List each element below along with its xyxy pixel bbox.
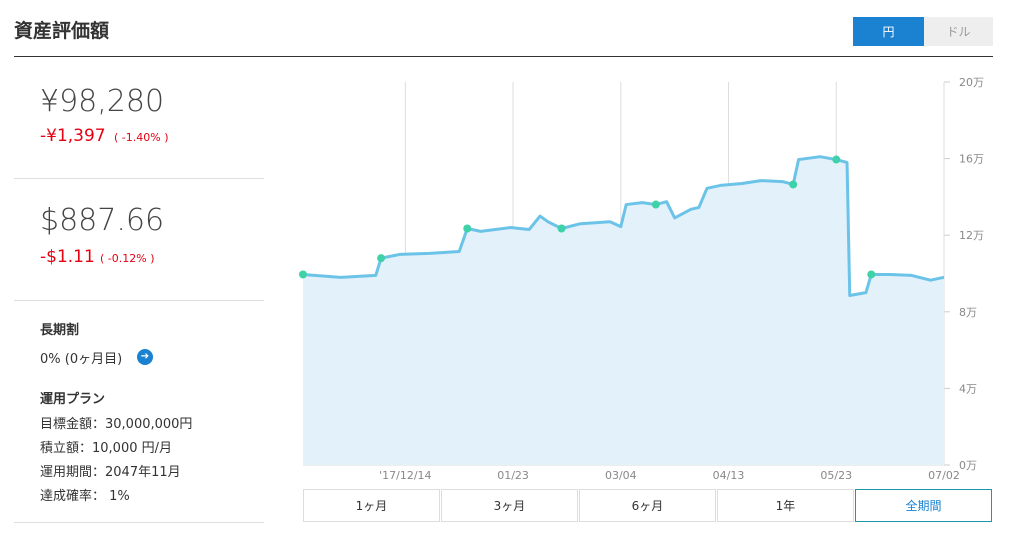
range-button[interactable]: 1年 — [717, 489, 854, 522]
usd-percent: ( -0.12% ) — [100, 252, 155, 265]
x-tick-label: 01/23 — [497, 469, 529, 482]
marker — [377, 254, 386, 263]
yen-percent: ( -1.40% ) — [114, 131, 169, 144]
y-tick-label: 12万 — [959, 229, 984, 242]
marker — [299, 270, 307, 279]
marker — [789, 180, 798, 189]
x-tick-label: 05/23 — [820, 469, 852, 482]
discount-title: 長期割 — [40, 323, 80, 338]
discount-arrow[interactable]: ➔ — [137, 349, 153, 365]
line — [302, 155, 945, 298]
x-tick-label: '17/12/14 — [379, 469, 431, 482]
x-tick-label: 03/04 — [605, 469, 637, 482]
discount-text: 0% (0ヶ月目) — [40, 352, 123, 367]
x-tick-label: 07/02 — [928, 469, 960, 482]
y-tick-label: 8万 — [959, 306, 977, 319]
range-button[interactable]: 3ヶ月 — [441, 489, 578, 522]
marker — [463, 224, 472, 233]
plan-item: 達成確率： 1% — [40, 489, 130, 504]
usd-change: -$1.11 — [40, 247, 95, 267]
y-tick-label: 20万 — [959, 76, 984, 89]
range-button[interactable]: 全期間 — [855, 489, 992, 522]
marker — [867, 270, 876, 279]
y-tick-label: 0万 — [959, 459, 977, 472]
toggle-usd[interactable]: ドル — [924, 17, 993, 46]
title: 資産評価額 — [14, 20, 110, 42]
yen-change: -¥1,397 — [40, 126, 106, 146]
usd-value: $887.66 — [40, 203, 165, 238]
plan-item: 運用期間：2047年11月 — [40, 465, 181, 480]
plan-title: 運用プラン — [40, 392, 106, 407]
divider — [14, 300, 264, 301]
marker — [557, 224, 566, 233]
area — [303, 156, 944, 465]
x-tick-label: 04/13 — [713, 469, 745, 482]
toggle-yen[interactable]: 円 — [853, 17, 924, 46]
marker — [832, 155, 841, 164]
divider — [14, 178, 264, 179]
marker — [651, 200, 660, 209]
yen-value: ¥98,280 — [40, 84, 165, 119]
y-tick-label: 4万 — [959, 382, 977, 395]
range-button[interactable]: 1ヶ月 — [303, 489, 440, 522]
divider — [14, 522, 264, 523]
header-rule — [14, 56, 993, 57]
plan-item: 目標金額：30,000,000円 — [40, 417, 193, 432]
plan-item: 積立額：10,000 円/月 — [40, 441, 172, 456]
range-button[interactable]: 6ヶ月 — [579, 489, 716, 522]
y-tick-label: 16万 — [959, 153, 984, 166]
